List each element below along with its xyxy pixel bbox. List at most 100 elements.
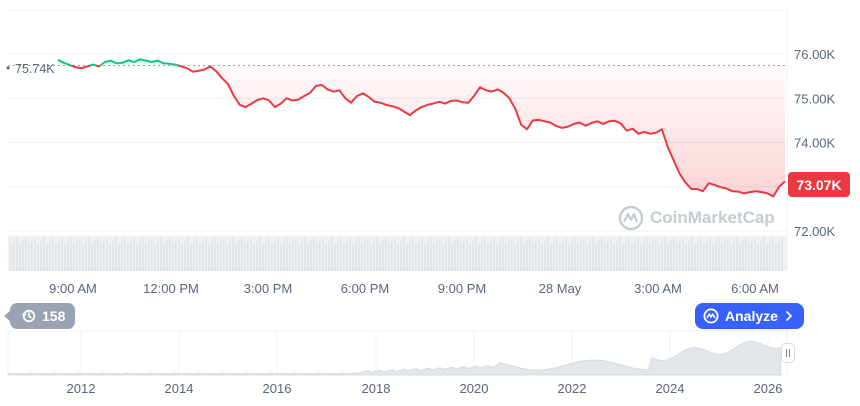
volume-bar [769,241,771,271]
volume-bar [64,244,66,271]
history-badge[interactable]: 158 [3,303,76,329]
price-line-down [95,64,101,68]
volume-bar [688,241,690,271]
volume-bar [727,238,729,271]
volume-bar [145,244,147,271]
price-line-up [57,58,72,67]
volume-bar [571,241,573,271]
volume-bar [406,244,408,271]
volume-bar [661,241,663,271]
volume-bar [535,241,537,271]
volume-bar [706,241,708,271]
price-line-down [70,64,91,70]
current-price-text: 73.07K [796,176,842,193]
volume-bar [718,238,720,271]
overview-x-tick-label: 2024 [656,381,685,396]
volume-bar [238,241,240,271]
volume-bar [349,238,351,271]
volume-bar [37,244,39,271]
volume-bar [103,241,105,271]
overview-x-tick-label: 2018 [362,381,391,396]
volume-bar [511,238,513,271]
volume-bar [55,244,57,271]
overview-x-tick-label: 2020 [460,381,489,396]
volume-bar [313,238,315,271]
volume-bar [577,244,579,271]
volume-bar [97,238,99,271]
volume-bar [130,241,132,271]
volume-bar [508,241,510,271]
volume-bar [427,241,429,271]
overview-range-handle[interactable] [781,343,795,363]
x-tick-label: 6:00 AM [731,281,779,296]
volume-bar [772,238,774,271]
area-fill-up [58,59,71,66]
volume-bar [685,244,687,271]
volume-bar [241,238,243,271]
overview-x-axis: 2012 2014 2016 2018 2020 2022 2024 2026 [67,381,783,396]
volume-bar [298,244,300,271]
volume-bar [181,244,183,271]
volume-bar [121,241,123,271]
volume-bar [292,241,294,271]
volume-bar [19,244,21,271]
volume-bar [628,238,630,271]
price-line-up [99,58,179,67]
volume-bar [139,241,141,271]
volume-bar [262,244,264,271]
volume-bar [100,244,102,271]
volume-bar [520,238,522,271]
volume-bar [61,238,63,271]
volume-bar [226,244,228,271]
volume-bar [586,244,588,271]
volume-bar [286,238,288,271]
analyze-button[interactable]: Analyze [695,303,804,329]
area-fill-down [178,65,785,197]
volume-bar [502,238,504,271]
volume-bar [697,241,699,271]
volume-bar [760,241,762,271]
volume-bar [244,244,246,271]
x-tick-label: 9:00 AM [49,281,97,296]
volume-bar [616,241,618,271]
volume-bar [499,241,501,271]
x-tick-label: 6:00 PM [341,281,389,296]
watermark-text: CoinMarketCap [650,208,775,227]
volume-bar [382,241,384,271]
volume-bar [124,238,126,271]
volume-bar [196,238,198,271]
volume-bar [436,241,438,271]
volume-bar [217,244,219,271]
volume-bar [457,238,459,271]
volume-bar [16,238,18,271]
volume-bar [754,238,756,271]
volume-bar [415,244,417,271]
volume-bar [52,238,54,271]
area-fills [58,59,785,197]
volume-bar [163,244,165,271]
volume-bar [490,241,492,271]
volume-bar [763,238,765,271]
volume-bar [481,241,483,271]
volume-bar [694,244,696,271]
watermark: CoinMarketCap [618,205,775,231]
volume-bar [568,244,570,271]
volume-bar [274,241,276,271]
volume-bar [745,238,747,271]
volume-bar [334,244,336,271]
analyze-icon [703,308,719,324]
volume-bar [538,238,540,271]
volume-bar [562,241,564,271]
volume-bar [451,244,453,271]
volume-bar [487,244,489,271]
overview-x-tick-label: 2012 [67,381,96,396]
volume-bar [394,238,396,271]
x-tick-label: 28 May [539,281,582,296]
overview-x-tick-label: 2016 [263,381,292,396]
volume-bar [541,244,543,271]
volume-bar [610,238,612,271]
volume-bar [559,244,561,271]
volume-bar [295,238,297,271]
